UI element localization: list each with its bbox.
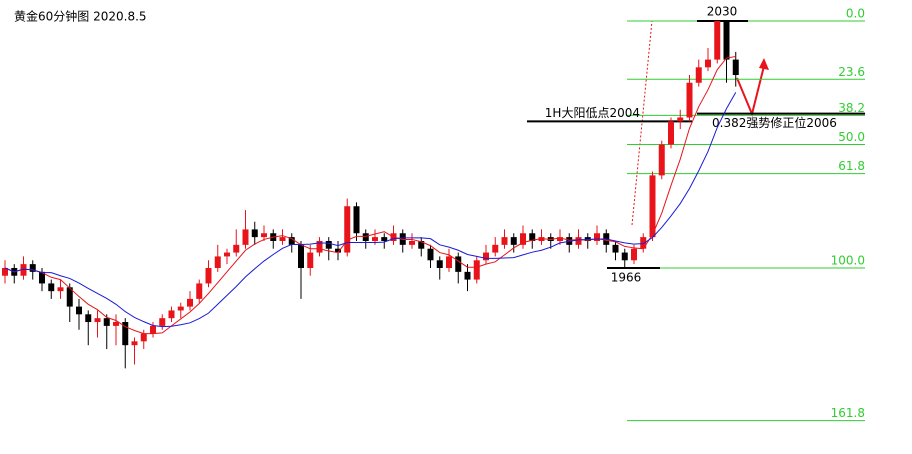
candle-body	[2, 268, 8, 276]
candle-body	[621, 252, 628, 261]
candle-body	[39, 271, 45, 284]
candle-body	[66, 287, 73, 307]
candle-body	[372, 237, 378, 241]
candle-body	[177, 306, 184, 311]
candle-body	[113, 322, 119, 326]
candle-body	[242, 229, 249, 245]
candle-body	[529, 233, 536, 241]
candle-body	[224, 252, 230, 257]
candle-body	[187, 298, 193, 307]
candle-body	[196, 283, 203, 299]
candle-body	[418, 240, 425, 249]
candle-body	[214, 256, 221, 268]
annotation-label: 1H大阳低点2004	[545, 106, 640, 120]
projection-line	[631, 20, 653, 226]
candle-body	[501, 237, 508, 245]
candle-body	[233, 244, 240, 253]
arrow-path	[736, 65, 765, 118]
fib-label: 0.0	[846, 7, 865, 21]
fib-group: 0.0 23.6 38.2 50.0 61.8 100.0 161.8 2030 1966 1H大…	[527, 5, 865, 422]
candle-body	[686, 82, 693, 118]
candle-body	[483, 252, 489, 261]
candle-body	[520, 233, 526, 245]
arrow-head	[759, 58, 769, 70]
candle-body	[714, 21, 721, 60]
candle-body	[57, 287, 64, 292]
candle-body	[446, 256, 452, 268]
candle-body	[427, 248, 434, 261]
candle-body	[251, 229, 258, 238]
candle-body	[20, 264, 27, 276]
candle-body	[103, 318, 110, 326]
candle-body	[29, 264, 36, 272]
candle-body	[705, 59, 711, 68]
candle-body	[677, 117, 684, 122]
plot	[2, 21, 739, 369]
candle-body	[668, 121, 674, 145]
candle-body	[381, 237, 388, 241]
candle-body	[307, 252, 314, 268]
candle-body	[168, 310, 175, 319]
candle-body	[48, 283, 55, 292]
candle-body	[205, 268, 212, 284]
candle-body	[612, 244, 619, 253]
candle-body	[409, 240, 415, 245]
candle-body	[288, 237, 295, 245]
candle-body	[279, 237, 286, 241]
candle-body	[140, 333, 147, 342]
fib-label: 61.8	[838, 159, 865, 173]
candle-body	[658, 144, 665, 176]
moving-average	[4, 56, 736, 335]
fib-label: 38.2	[838, 101, 865, 115]
candle-body	[557, 237, 563, 241]
low-label: 1966	[611, 271, 642, 285]
fib-label: 50.0	[838, 130, 865, 144]
candle-body	[464, 271, 471, 280]
candle-body	[76, 306, 82, 315]
candle-body	[575, 237, 582, 245]
candle-body	[353, 206, 360, 234]
candle-body	[122, 322, 129, 346]
candle-body	[261, 233, 267, 238]
candle-body	[94, 318, 101, 323]
annotation-label: 0.382强势修正位2006	[712, 115, 837, 130]
fib-label: 161.8	[831, 406, 865, 420]
moving-average	[4, 92, 737, 328]
candle-body	[492, 244, 499, 253]
candle-body	[594, 233, 600, 241]
candle-body	[159, 318, 166, 326]
candle-body	[85, 314, 92, 323]
candle-body	[436, 260, 443, 268]
candle-body	[631, 248, 637, 261]
high-label: 2030	[707, 5, 738, 19]
candle-body	[510, 237, 517, 245]
chart-title: 黄金60分钟图 2020.8.5	[14, 9, 147, 24]
candle-body	[344, 206, 351, 253]
candle-body	[362, 233, 369, 241]
candle-body	[723, 21, 730, 60]
candle-body	[732, 59, 739, 76]
candle-body	[298, 244, 304, 268]
candle-body	[640, 237, 647, 249]
candle-body	[325, 240, 332, 249]
candle-body	[649, 175, 656, 238]
candle-body	[455, 256, 462, 272]
candle-body	[316, 240, 323, 253]
candle-body	[150, 325, 156, 334]
candle-body	[473, 260, 480, 280]
fib-label: 23.6	[838, 65, 865, 79]
candle-body	[131, 341, 138, 346]
candle-body	[335, 248, 341, 253]
fib-label: 100.0	[831, 254, 865, 268]
candle-body	[695, 67, 702, 83]
